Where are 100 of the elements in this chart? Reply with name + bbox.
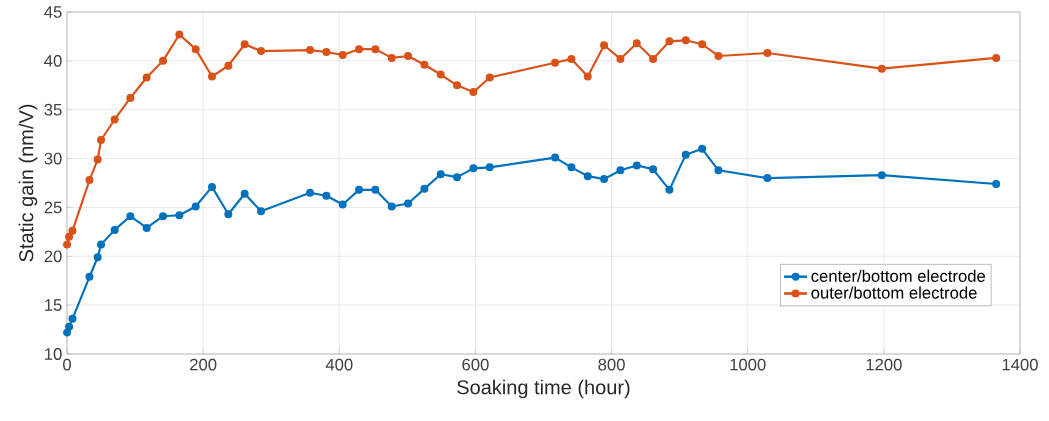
x-tick-label: 1200 <box>866 358 902 371</box>
legend-label: center/bottom electrode <box>811 269 986 282</box>
point <box>126 212 135 221</box>
point <box>616 54 625 63</box>
point <box>338 200 347 209</box>
point <box>191 202 200 211</box>
point <box>551 153 560 162</box>
point <box>485 163 494 172</box>
point <box>355 185 364 194</box>
point <box>567 163 576 172</box>
point <box>322 48 331 57</box>
y-tick-label: 45 <box>44 6 62 18</box>
point <box>992 53 1001 62</box>
point <box>387 53 396 62</box>
point <box>616 166 625 175</box>
point <box>681 36 690 45</box>
point <box>371 45 380 54</box>
point <box>306 46 315 55</box>
point <box>453 81 462 90</box>
point <box>355 45 364 54</box>
point <box>632 161 641 170</box>
x-tick-label: 1000 <box>730 358 766 371</box>
point <box>763 174 772 183</box>
point <box>665 37 674 46</box>
point <box>698 40 707 49</box>
point <box>681 150 690 159</box>
point <box>240 40 249 49</box>
x-tick-label: 200 <box>190 358 217 371</box>
point <box>322 191 331 200</box>
legend-label: outer/bottom electrode <box>811 286 977 299</box>
point <box>97 135 106 145</box>
point <box>469 88 478 97</box>
point <box>665 185 674 194</box>
point <box>763 49 772 58</box>
point <box>93 155 102 164</box>
point <box>698 144 707 153</box>
point <box>191 45 200 54</box>
point <box>453 173 462 182</box>
point <box>110 225 119 234</box>
point <box>877 171 886 180</box>
point <box>600 175 609 184</box>
point <box>175 30 184 39</box>
point <box>142 73 151 82</box>
point <box>404 51 413 60</box>
point <box>63 240 72 249</box>
point <box>85 176 94 185</box>
point <box>224 61 233 70</box>
point <box>68 314 77 323</box>
y-tick-label: 35 <box>44 103 62 116</box>
point <box>436 70 445 79</box>
point <box>714 51 723 60</box>
point <box>158 56 167 65</box>
y-tick-label: 10 <box>45 348 62 360</box>
point <box>208 72 217 81</box>
point <box>97 240 106 249</box>
point <box>992 179 1001 188</box>
point <box>93 253 102 262</box>
point <box>142 223 151 232</box>
point <box>469 164 478 173</box>
point <box>257 207 266 216</box>
y-tick-label: 30 <box>44 152 62 165</box>
point <box>877 64 886 73</box>
y-tick-label: 15 <box>45 299 62 311</box>
x-tick-label: 400 <box>325 358 353 371</box>
x-axis-title: Soaking time (hour) <box>457 379 630 399</box>
point <box>208 182 217 191</box>
point <box>306 188 315 197</box>
point <box>404 199 413 208</box>
point <box>371 185 380 194</box>
x-tick-label: 0 <box>63 358 71 371</box>
point <box>583 172 592 181</box>
y-tick-label: 25 <box>44 201 62 214</box>
x-tick-label: 1400 <box>1002 358 1038 371</box>
point <box>567 54 576 63</box>
point <box>126 93 135 102</box>
y-tick-label: 40 <box>44 54 62 67</box>
point <box>485 73 494 82</box>
point <box>649 54 658 63</box>
point <box>338 50 347 59</box>
point <box>632 39 641 48</box>
point <box>387 202 396 211</box>
point <box>224 210 233 219</box>
point <box>420 184 429 193</box>
point <box>175 211 184 220</box>
point <box>63 328 72 337</box>
point <box>257 47 266 56</box>
point <box>714 166 723 175</box>
point <box>158 212 167 221</box>
point <box>65 232 74 241</box>
point <box>436 170 445 179</box>
y-axis-title: Static gain (nm/V) <box>18 104 38 262</box>
point <box>65 322 74 331</box>
point <box>240 189 249 198</box>
point <box>583 72 592 81</box>
point <box>600 41 609 50</box>
point <box>110 115 119 124</box>
point <box>85 272 94 281</box>
y-tick-label: 20 <box>44 250 62 263</box>
x-tick-label: 600 <box>462 358 489 371</box>
point <box>551 58 560 67</box>
